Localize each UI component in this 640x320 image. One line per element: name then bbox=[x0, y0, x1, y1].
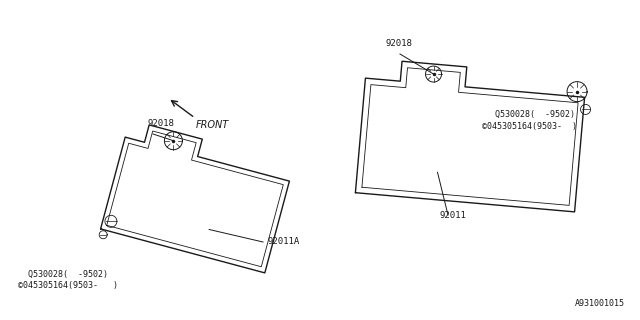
Text: ©045305164(9503-  ): ©045305164(9503- ) bbox=[482, 122, 577, 131]
Text: 92018: 92018 bbox=[385, 39, 412, 48]
Text: ©045305164(9503-   ): ©045305164(9503- ) bbox=[18, 281, 118, 290]
Text: A931001015: A931001015 bbox=[575, 299, 625, 308]
Text: 92018: 92018 bbox=[148, 119, 175, 128]
Text: 92011A: 92011A bbox=[268, 237, 300, 246]
Text: Q530028(  -9502): Q530028( -9502) bbox=[28, 270, 108, 279]
Text: FRONT: FRONT bbox=[196, 120, 229, 130]
Text: 92011: 92011 bbox=[440, 211, 467, 220]
Text: Q530028(  -9502): Q530028( -9502) bbox=[495, 110, 575, 119]
